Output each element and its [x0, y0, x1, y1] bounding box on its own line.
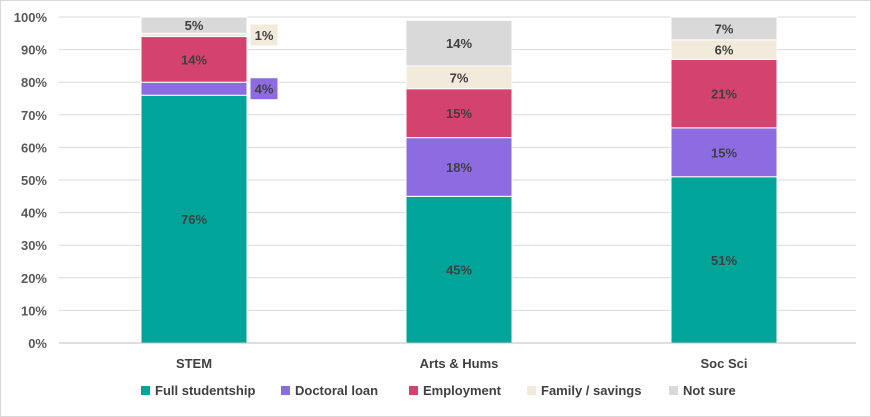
- data-label: 14%: [181, 52, 207, 67]
- bar-segment-not-sure: [405, 19, 513, 67]
- data-label: 21%: [711, 87, 737, 102]
- data-label: 18%: [446, 160, 472, 175]
- legend-swatch-doctoral-loan: [281, 386, 290, 395]
- bar-segment-full-studentship: [405, 195, 513, 344]
- x-tick-label: STEM: [176, 356, 212, 371]
- bar-segment-doctoral-loan: [405, 137, 513, 197]
- legend-label: Family / savings: [541, 383, 641, 398]
- data-label: 6%: [715, 43, 734, 58]
- y-tick-label: 60%: [21, 140, 47, 155]
- y-tick-label: 0%: [28, 336, 47, 351]
- legend-label: Employment: [423, 383, 502, 398]
- y-tick-label: 80%: [21, 75, 47, 90]
- legend-label: Full studentship: [155, 383, 255, 398]
- y-tick-label: 10%: [21, 303, 47, 318]
- bar-segment-employment: [140, 36, 248, 83]
- data-label-callout: [249, 23, 279, 47]
- legend-swatch-not-sure: [669, 386, 678, 395]
- data-label: 45%: [446, 263, 472, 278]
- legend: Full studentship Doctoral loan Employment F…: [141, 383, 736, 398]
- data-label: 15%: [446, 106, 472, 121]
- legend-label: Doctoral loan: [295, 383, 378, 398]
- x-tick-label: Arts & Hums: [420, 356, 499, 371]
- legend-swatch-employment: [409, 386, 418, 395]
- y-tick-label: 50%: [21, 173, 47, 188]
- data-label: 76%: [181, 212, 207, 227]
- y-tick-label: 100%: [14, 10, 48, 25]
- bars: 76% 4% 14% 1% 5% 45% 18% 15% 7% 14% 51% 15% 21% 6% 7%: [140, 16, 778, 344]
- legend-label: Not sure: [683, 383, 736, 398]
- data-label: 14%: [446, 36, 472, 51]
- data-label: 1%: [255, 28, 274, 43]
- legend-swatch-family-savings: [527, 386, 536, 395]
- data-label: 51%: [711, 253, 737, 268]
- data-label: 5%: [185, 18, 204, 33]
- y-axis-ticks: 0% 10% 20% 30% 40% 50% 60% 70% 80% 90% 100%: [14, 10, 48, 351]
- x-axis: STEM Arts & Hums Soc Sci: [59, 342, 856, 371]
- data-label: 4%: [255, 82, 274, 97]
- y-tick-label: 20%: [21, 271, 47, 286]
- data-label: 15%: [711, 145, 737, 160]
- data-label-callout: [249, 77, 279, 101]
- bar-segment-not-sure: [140, 16, 248, 34]
- bar-segment-employment: [670, 58, 778, 129]
- bar-segment-employment: [405, 88, 513, 139]
- legend-swatch-full-studentship: [141, 386, 150, 395]
- data-label: 7%: [450, 70, 469, 85]
- bar-segment-doctoral-loan: [670, 127, 778, 178]
- bar-segment-full-studentship: [670, 176, 778, 344]
- y-tick-label: 40%: [21, 206, 47, 221]
- y-tick-label: 30%: [21, 238, 47, 253]
- bar-segment-not-sure: [670, 16, 778, 41]
- y-tick-label: 70%: [21, 108, 47, 123]
- x-tick-label: Soc Sci: [701, 356, 748, 371]
- y-tick-label: 90%: [21, 43, 47, 58]
- bar-segment-doctoral-loan: [140, 81, 248, 96]
- data-label: 7%: [715, 21, 734, 36]
